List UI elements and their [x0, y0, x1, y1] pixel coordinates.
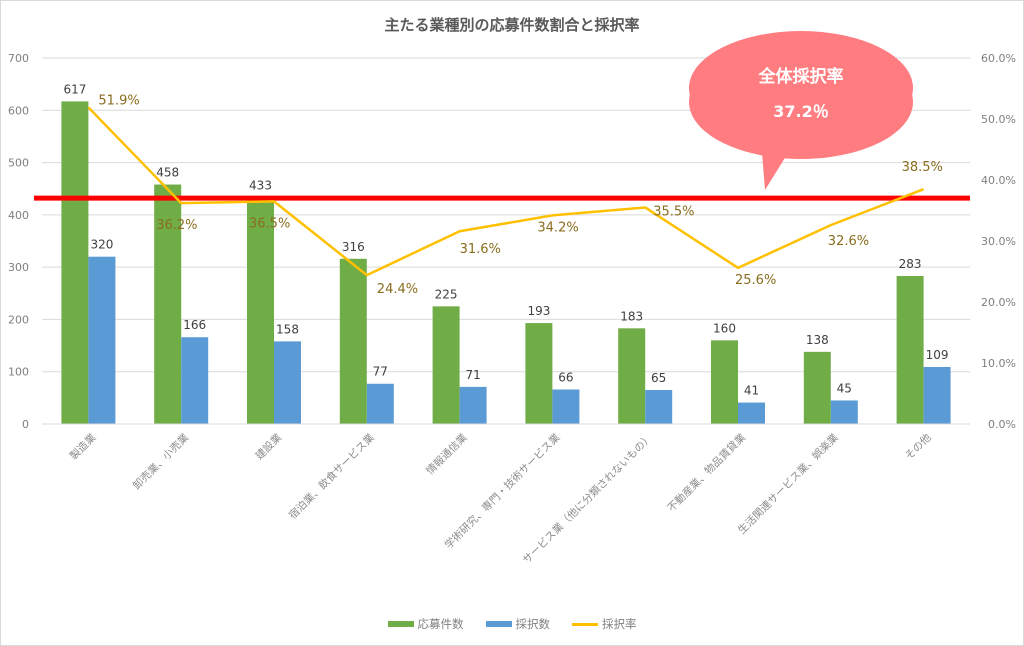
category-label: 不動産業、物品賃貸業: [665, 431, 749, 515]
bar-value-label: 433: [249, 179, 272, 193]
bar-value-label: 45: [837, 381, 852, 395]
legend-label: 採択率: [602, 617, 637, 631]
rate-value-label: 36.5%: [249, 216, 290, 231]
right-axis-tick: 10.0%: [981, 357, 1016, 370]
bar-value-label: 283: [899, 257, 922, 271]
right-axis-tick: 60.0%: [981, 52, 1016, 65]
bar-applications[interactable]: [803, 351, 831, 424]
left-axis-tick: 0: [22, 418, 29, 431]
callout-value: 37.2％: [773, 102, 828, 121]
bar-applications[interactable]: [525, 323, 553, 424]
rate-value-label: 36.2%: [156, 218, 197, 233]
left-axis-tick: 100: [8, 366, 29, 379]
category-label: 建設業: [253, 431, 285, 463]
left-axis-tick: 700: [8, 52, 29, 65]
bar-applications[interactable]: [61, 101, 89, 424]
bar-adoptions[interactable]: [459, 386, 487, 424]
bar-applications[interactable]: [247, 197, 274, 424]
chart-title: 主たる業種別の応募件数割合と採択率: [384, 16, 640, 34]
bar-value-label: 109: [926, 348, 949, 362]
bar-adoptions[interactable]: [738, 402, 765, 424]
category-label: 宿泊業、飲食サービス業: [286, 431, 377, 522]
rate-value-label: 38.5%: [902, 160, 943, 175]
bar-applications[interactable]: [896, 276, 924, 424]
rate-value-label: 31.6%: [460, 242, 501, 257]
left-axis-tick: 200: [8, 313, 29, 326]
category-label: その他: [902, 431, 934, 463]
rate-value-label: 51.9%: [98, 93, 139, 108]
category-label: 生活関連サービス業、娯楽業: [735, 431, 841, 537]
category-label: 情報通信業: [423, 431, 470, 478]
bar-value-label: 166: [183, 318, 206, 332]
legend-item-applications[interactable]: 応募件数: [387, 616, 464, 632]
left-axis-tick: 300: [8, 261, 29, 274]
bar-value-label: 160: [713, 321, 736, 335]
bar-adoptions[interactable]: [830, 400, 858, 424]
legend-swatch-blue-icon: [485, 621, 512, 627]
bar-value-label: 77: [373, 365, 388, 379]
right-axis-tick: 0.0%: [988, 418, 1016, 431]
rate-value-label: 32.6%: [828, 234, 869, 249]
bar-value-label: 193: [527, 304, 550, 318]
bar-value-label: 183: [620, 309, 643, 323]
bar-adoptions[interactable]: [181, 337, 209, 424]
rate-value-label: 24.4%: [377, 282, 418, 297]
chart-legend: 応募件数 採択数 採択率: [0, 616, 1024, 632]
legend-label: 応募件数: [417, 617, 464, 631]
bar-value-label: 158: [276, 322, 299, 336]
bar-value-label: 225: [435, 287, 458, 301]
rate-value-label: 34.2%: [537, 220, 578, 235]
left-axis-tick: 400: [8, 209, 29, 222]
bar-adoptions[interactable]: [923, 367, 951, 424]
callout-title: 全体採択率: [758, 66, 844, 87]
bar-adoptions[interactable]: [274, 341, 301, 424]
right-axis-tick: 20.0%: [981, 296, 1016, 309]
bar-value-label: 66: [558, 370, 573, 384]
bar-applications[interactable]: [432, 306, 460, 424]
bar-adoptions[interactable]: [645, 390, 673, 424]
left-axis-tick: 500: [8, 157, 29, 170]
bar-value-label: 320: [90, 238, 113, 252]
rate-value-label: 35.5%: [653, 204, 694, 219]
bar-value-label: 316: [342, 240, 365, 254]
overall-rate-callout: 全体採択率 37.2％: [689, 31, 913, 190]
bar-adoptions[interactable]: [88, 256, 116, 424]
bar-value-label: 138: [806, 333, 829, 347]
right-axis-tick: 40.0%: [981, 174, 1016, 187]
legend-item-adoptions[interactable]: 採択数: [485, 616, 551, 632]
legend-item-adoption-rate[interactable]: 採択率: [572, 616, 637, 632]
right-axis-tick: 50.0%: [981, 113, 1016, 126]
category-label: 製造業: [67, 431, 99, 463]
bar-applications[interactable]: [711, 340, 738, 424]
legend-swatch-green-icon: [387, 621, 414, 627]
right-axis-tick: 30.0%: [981, 235, 1016, 248]
bar-adoptions[interactable]: [366, 383, 394, 424]
bar-value-label: 617: [63, 82, 86, 96]
bar-applications[interactable]: [339, 258, 367, 424]
bar-applications[interactable]: [618, 328, 646, 424]
adoption-rate-line[interactable]: [87, 106, 925, 277]
category-label: 卸売業、小売業: [130, 431, 192, 493]
bar-value-label: 458: [156, 166, 179, 180]
bar-value-label: 71: [465, 368, 480, 382]
rate-value-label: 25.6%: [735, 273, 776, 288]
bar-applications[interactable]: [154, 184, 182, 424]
legend-label: 採択数: [515, 617, 551, 631]
left-axis-tick: 600: [8, 104, 29, 117]
bar-value-label: 41: [744, 384, 759, 398]
bar-adoptions[interactable]: [552, 389, 580, 424]
legend-swatch-line-icon: [572, 622, 598, 626]
bar-value-label: 65: [651, 371, 666, 385]
